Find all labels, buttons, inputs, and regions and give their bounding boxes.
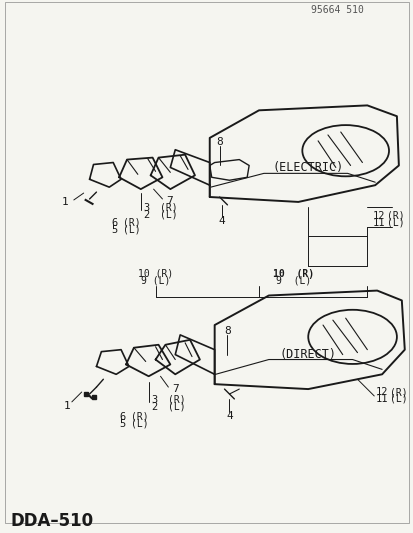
Text: 9  (L): 9 (L) (275, 276, 310, 286)
Text: (L): (L) (168, 402, 185, 412)
Text: (R): (R) (386, 211, 404, 221)
Text: 9 (L): 9 (L) (140, 276, 170, 286)
Text: 5: 5 (119, 418, 125, 429)
Text: (R): (R) (168, 395, 185, 405)
Text: 4: 4 (218, 216, 224, 225)
Text: (R): (R) (160, 203, 178, 213)
Text: 7: 7 (166, 196, 173, 206)
Text: (R): (R) (131, 411, 148, 422)
Text: 11: 11 (371, 217, 384, 228)
Text: (R): (R) (389, 387, 407, 397)
Text: (L): (L) (123, 224, 140, 235)
Text: 12: 12 (371, 211, 384, 221)
Text: (L): (L) (160, 209, 178, 220)
Text: 12: 12 (374, 387, 387, 397)
Text: 5: 5 (111, 224, 117, 235)
Text: 8: 8 (223, 326, 230, 336)
Text: (R): (R) (123, 217, 140, 228)
Text: 6: 6 (111, 217, 117, 228)
Text: 95664 510: 95664 510 (311, 5, 363, 15)
Text: DDA–510: DDA–510 (11, 512, 94, 530)
Text: (ELECTRIC): (ELECTRIC) (272, 161, 343, 174)
Text: (L): (L) (389, 394, 407, 404)
Text: 2: 2 (151, 402, 157, 412)
Text: (DIRECT): (DIRECT) (279, 348, 336, 361)
Text: 4: 4 (225, 410, 232, 421)
Text: 10  (R): 10 (R) (272, 269, 313, 279)
Text: 3: 3 (143, 203, 150, 213)
Text: 2: 2 (143, 209, 150, 220)
Text: (L): (L) (131, 418, 148, 429)
Text: 10 (R): 10 (R) (138, 269, 173, 279)
Text: 3: 3 (151, 395, 157, 405)
Text: 6: 6 (119, 411, 125, 422)
Text: 1: 1 (63, 401, 70, 411)
Text: 7: 7 (172, 384, 179, 394)
Text: 11: 11 (374, 394, 387, 404)
Text: (L): (L) (386, 217, 404, 228)
Text: 8: 8 (216, 137, 223, 147)
Text: 1: 1 (62, 197, 68, 207)
